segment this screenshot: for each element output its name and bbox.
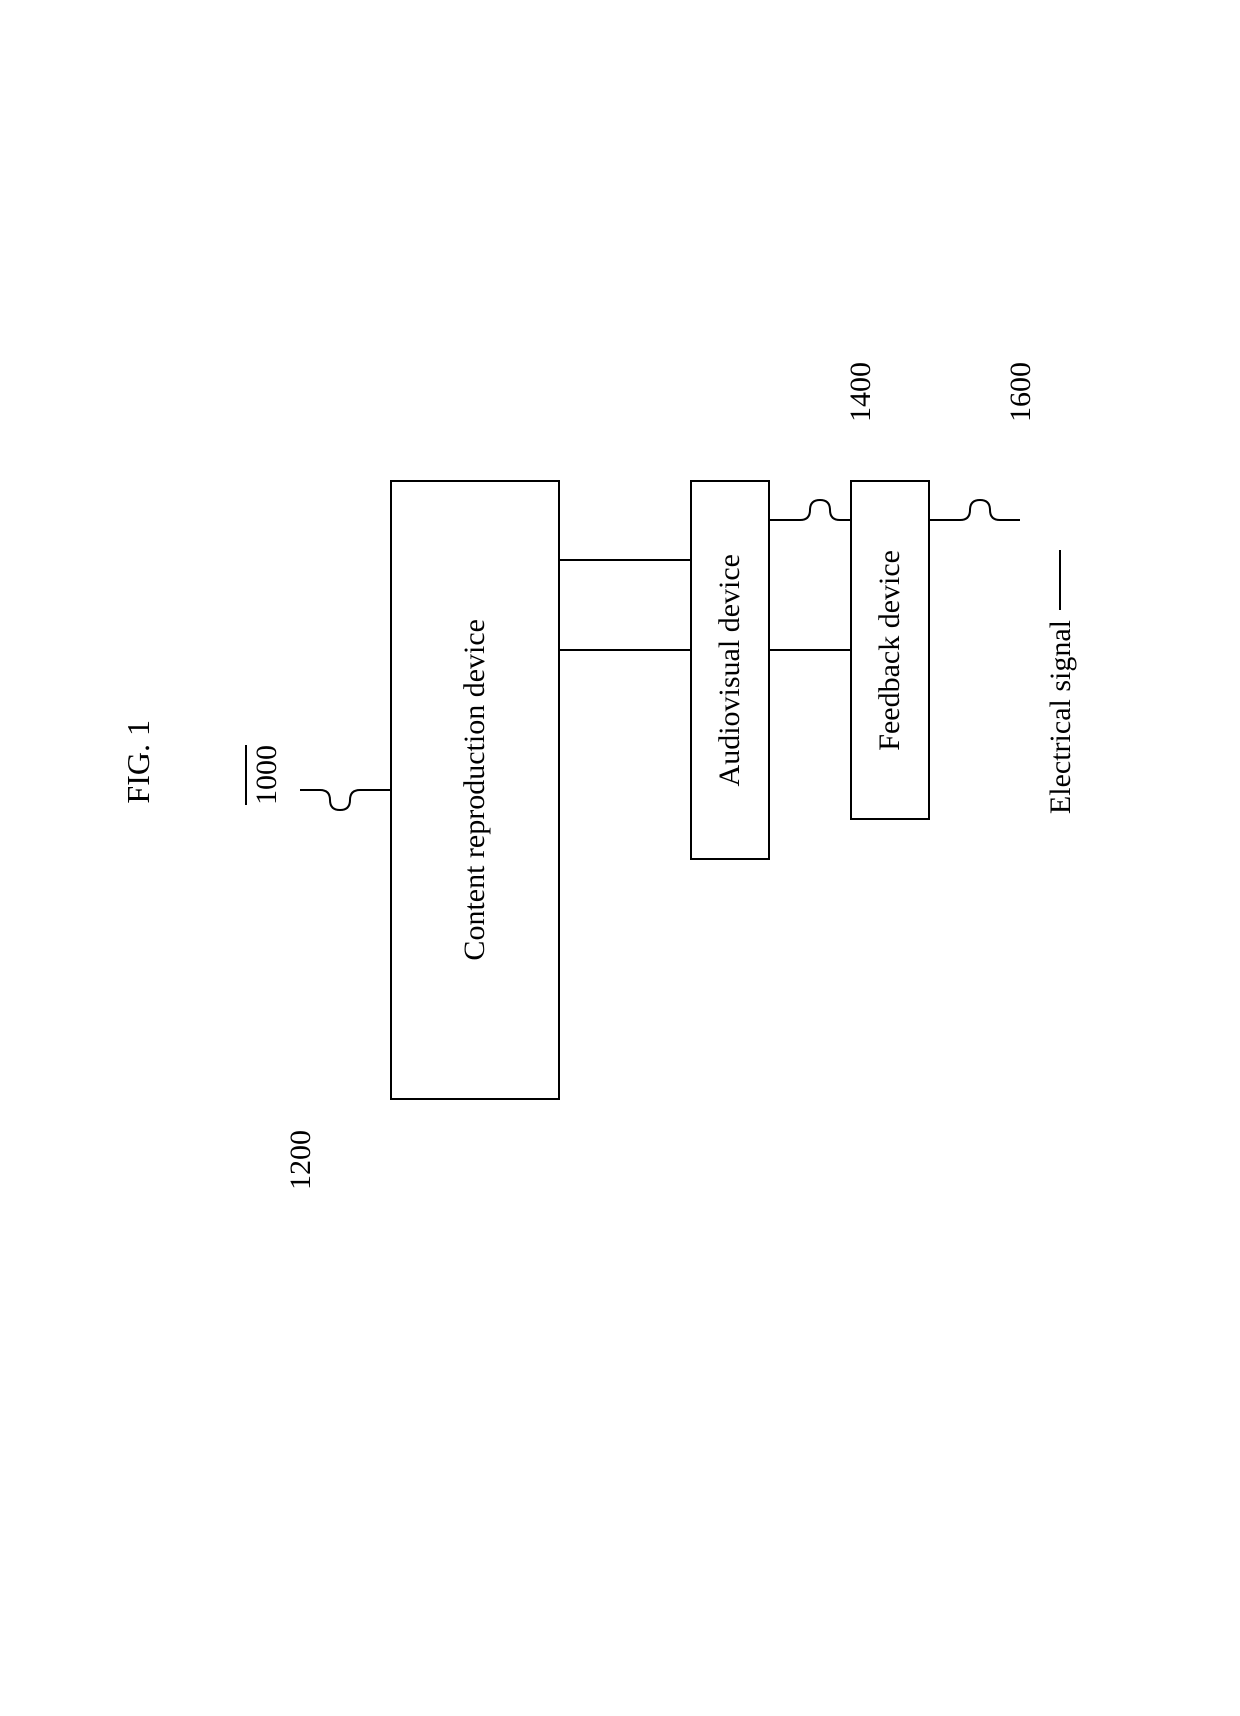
content-device-label: Content reproduction device: [458, 619, 492, 961]
feedback-device-label: Feedback device: [873, 550, 907, 751]
audiovisual-device-box: Audiovisual device: [690, 480, 770, 860]
ref-leader-1200: [300, 790, 390, 810]
ref-leader-1400: [770, 500, 860, 520]
figure-title: FIG. 1: [120, 720, 157, 804]
ref-leader-1600: [930, 500, 1020, 520]
ref-1200-label: 1200: [284, 1130, 318, 1190]
system-ref-label: 1000: [245, 745, 284, 805]
content-device-box: Content reproduction device: [390, 480, 560, 1100]
ref-1400-label: 1400: [844, 362, 878, 422]
feedback-device-box: Feedback device: [850, 480, 930, 820]
diagram-canvas: [0, 0, 1240, 1716]
legend-label: Electrical signal: [1044, 620, 1078, 814]
ref-1600-label: 1600: [1004, 362, 1038, 422]
audiovisual-device-label: Audiovisual device: [713, 554, 747, 786]
